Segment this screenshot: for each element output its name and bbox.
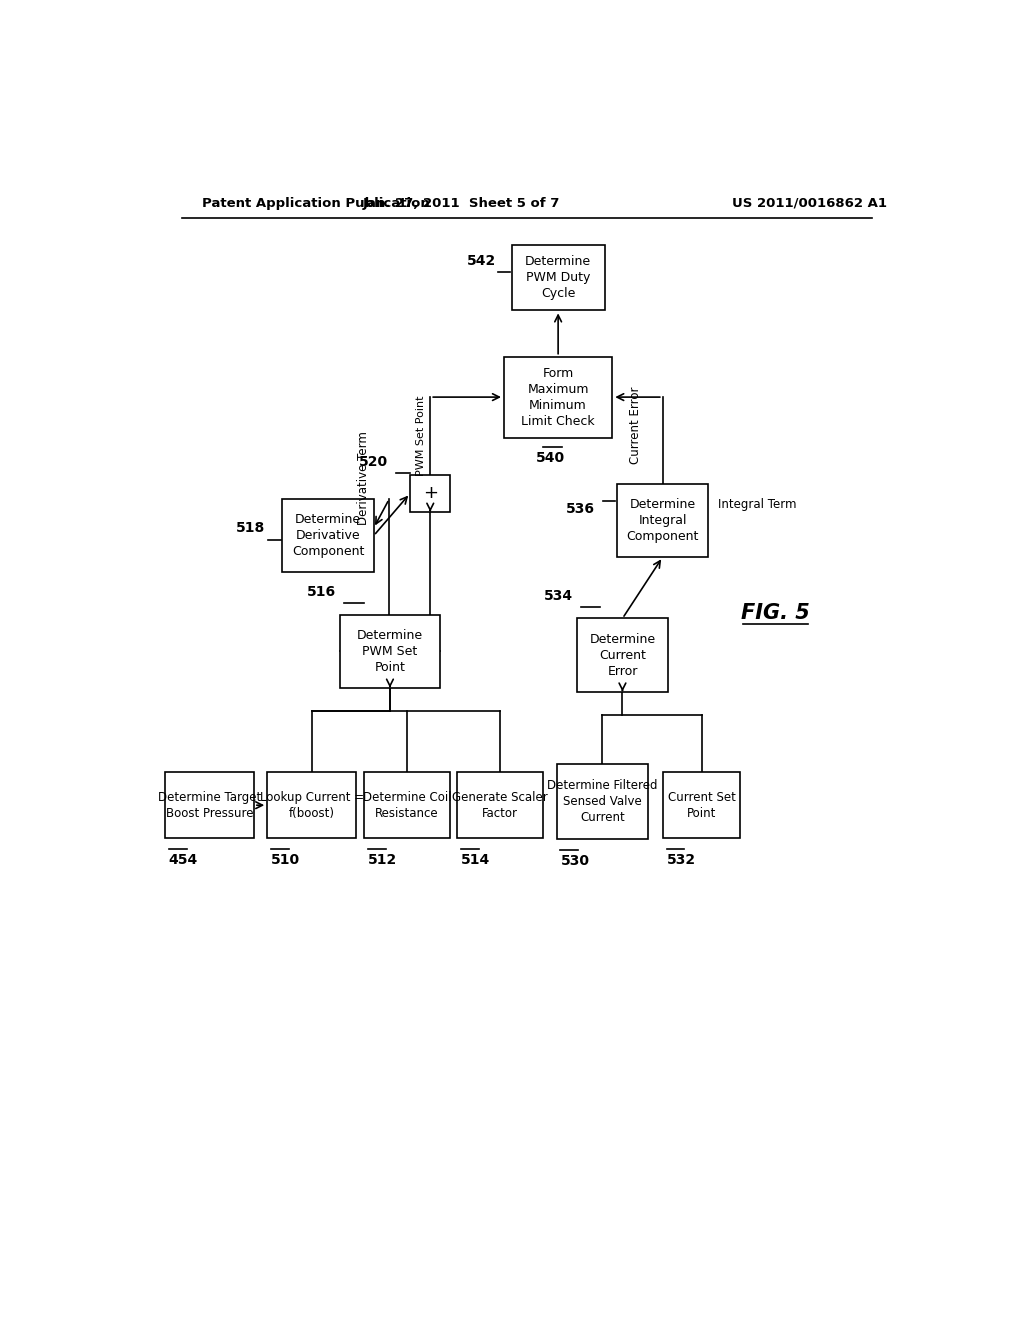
Text: 454: 454	[169, 853, 198, 867]
Text: Determine
Derivative
Component: Determine Derivative Component	[292, 513, 365, 558]
Bar	[557, 763, 648, 840]
Text: PWM Set Point: PWM Set Point	[416, 396, 426, 477]
Text: Determine Filtered
Sensed Valve
Current: Determine Filtered Sensed Valve Current	[547, 779, 657, 824]
Text: Determine
PWM Duty
Cycle: Determine PWM Duty Cycle	[525, 255, 591, 300]
Bar	[512, 246, 604, 310]
Text: 536: 536	[566, 502, 595, 516]
Bar	[283, 499, 374, 573]
Text: 532: 532	[667, 853, 695, 867]
Bar	[577, 619, 669, 692]
Text: Form
Maximum
Minimum
Limit Check: Form Maximum Minimum Limit Check	[521, 367, 595, 428]
Text: 512: 512	[369, 853, 397, 867]
Text: Determine Target
Boost Pressure: Determine Target Boost Pressure	[158, 791, 261, 820]
Text: 530: 530	[560, 854, 590, 869]
Bar	[365, 772, 450, 838]
Text: US 2011/0016862 A1: US 2011/0016862 A1	[732, 197, 888, 210]
Text: 514: 514	[461, 853, 490, 867]
Bar	[267, 772, 356, 838]
Text: FIG. 5: FIG. 5	[740, 603, 810, 623]
Text: Patent Application Publication: Patent Application Publication	[202, 197, 429, 210]
Text: +: +	[423, 484, 437, 503]
Text: 542: 542	[467, 253, 496, 268]
Text: 540: 540	[536, 451, 565, 466]
Text: Integral Term: Integral Term	[718, 499, 797, 511]
Text: Generate Scaler
Factor: Generate Scaler Factor	[453, 791, 548, 820]
Bar	[340, 615, 439, 688]
Text: Current Set
Point: Current Set Point	[668, 791, 735, 820]
Text: Current Error: Current Error	[629, 387, 642, 463]
Text: Jan. 27, 2011  Sheet 5 of 7: Jan. 27, 2011 Sheet 5 of 7	[362, 197, 560, 210]
Bar	[663, 772, 740, 838]
Text: 516: 516	[307, 585, 337, 599]
Text: Determine Coil
Resistance: Determine Coil Resistance	[362, 791, 452, 820]
Bar	[410, 475, 451, 512]
Bar	[165, 772, 254, 838]
Text: Determine
PWM Set
Point: Determine PWM Set Point	[357, 628, 423, 673]
Text: 520: 520	[359, 454, 388, 469]
Text: Lookup Current =
f(boost): Lookup Current = f(boost)	[260, 791, 364, 820]
Bar	[458, 772, 543, 838]
Text: Derivative Term: Derivative Term	[356, 432, 370, 525]
Text: 518: 518	[236, 521, 265, 535]
Bar	[617, 483, 709, 557]
Text: Determine
Current
Error: Determine Current Error	[590, 632, 655, 677]
Text: 510: 510	[271, 853, 300, 867]
Text: 534: 534	[544, 589, 572, 603]
Bar	[504, 356, 612, 437]
Text: Determine
Integral
Component: Determine Integral Component	[627, 498, 699, 543]
